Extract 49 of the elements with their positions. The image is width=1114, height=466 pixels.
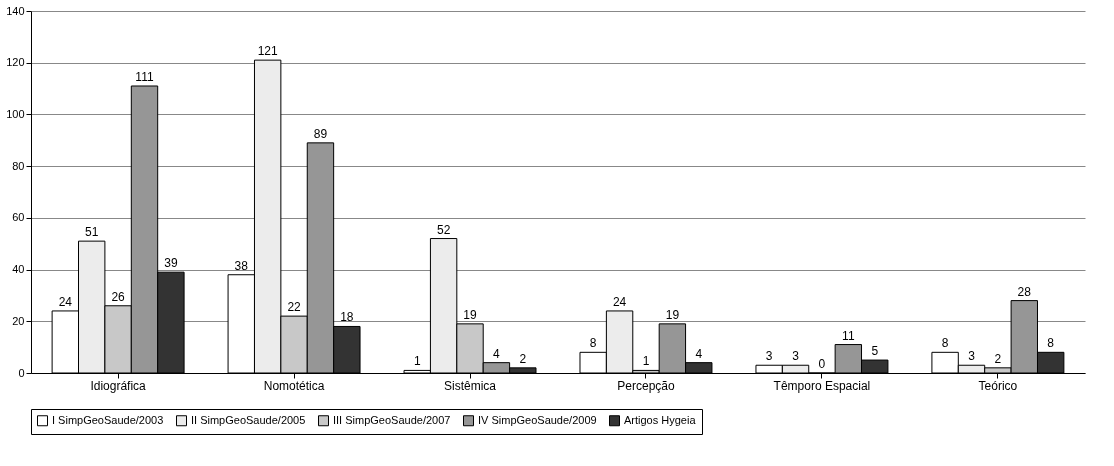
legend-label: IV SimpGeoSaude/2009 xyxy=(478,413,597,426)
data-label: 18 xyxy=(340,310,354,325)
data-label: 2 xyxy=(519,351,527,366)
y-tick-label: 60 xyxy=(12,211,25,224)
data-label: 22 xyxy=(287,300,302,315)
data-label: 52 xyxy=(436,222,451,237)
x-tick-label: Percepção xyxy=(617,378,675,393)
data-label: 19 xyxy=(665,307,680,322)
data-label: 39 xyxy=(164,256,178,271)
legend-label: Artigos Hygeia xyxy=(624,413,697,426)
y-tick-label: 20 xyxy=(12,314,25,327)
data-label: 11 xyxy=(842,328,855,343)
x-tick-label: Têmporo Espacial xyxy=(773,378,871,393)
data-label: 24 xyxy=(58,294,73,309)
data-label: 5 xyxy=(871,344,879,359)
data-label: 111 xyxy=(135,69,154,84)
legend-label: III SimpGeoSaude/2007 xyxy=(333,413,451,426)
x-tick-label: Sistêmica xyxy=(444,378,497,393)
x-tick-label: Teórico xyxy=(978,378,1018,393)
data-label: 3 xyxy=(968,349,976,364)
data-label: 24 xyxy=(612,294,627,309)
x-tick-label: Nomotética xyxy=(263,378,325,393)
data-label: 19 xyxy=(463,307,478,322)
legend-label: II SimpGeoSaude/2005 xyxy=(191,413,306,426)
y-tick-label: 140 xyxy=(6,4,25,17)
data-label: 3 xyxy=(792,349,800,364)
y-tick-label: 100 xyxy=(6,107,25,120)
data-label: 8 xyxy=(589,336,597,351)
data-label: 4 xyxy=(695,346,703,361)
data-label: 8 xyxy=(941,336,949,351)
legend-label: I SimpGeoSaude/2003 xyxy=(52,413,164,426)
data-label: 1 xyxy=(413,354,421,369)
data-label: 1 xyxy=(642,354,650,369)
data-label: 4 xyxy=(493,346,501,361)
y-tick-label: 120 xyxy=(6,56,25,69)
y-tick-label: 0 xyxy=(18,366,25,379)
data-label: 8 xyxy=(1047,336,1055,351)
data-label: 89 xyxy=(313,126,328,141)
data-label: 121 xyxy=(257,44,278,59)
data-label: 51 xyxy=(85,225,99,240)
data-label: 38 xyxy=(234,258,249,273)
y-tick-label: 80 xyxy=(12,159,25,172)
x-tick-label: Idiográfica xyxy=(90,378,147,393)
data-label: 2 xyxy=(994,351,1002,366)
data-label: 0 xyxy=(818,357,826,371)
data-label: 26 xyxy=(111,289,126,304)
y-tick-label: 40 xyxy=(12,263,25,276)
data-label: 28 xyxy=(1017,284,1032,299)
data-label: 3 xyxy=(765,349,773,364)
